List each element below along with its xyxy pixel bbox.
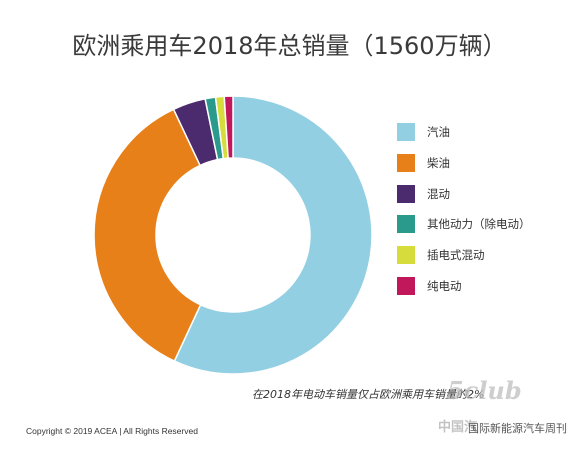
- legend-item: 柴油: [397, 153, 531, 173]
- legend-label: 插电式混动: [427, 248, 485, 263]
- legend-label: 汽油: [427, 125, 450, 139]
- donut-slice-1: [93, 108, 202, 363]
- donut-slice-0: [173, 95, 373, 375]
- legend-item: 插电式混动: [397, 245, 531, 265]
- legend-item: 混动: [397, 184, 531, 204]
- legend-swatch: [397, 246, 415, 265]
- legend-label: 混动: [427, 186, 450, 201]
- legend-label: 纯电动: [427, 278, 462, 293]
- copyright-text: Copyright © 2019 ACEA | All Rights Reser…: [26, 426, 198, 436]
- legend-swatch: [397, 184, 415, 203]
- watermark-site: 中国汽: [438, 420, 478, 435]
- chart-title: 欧洲乘用车2018年总销量（1560万辆）: [72, 32, 507, 60]
- watermark-logo: 5club: [447, 376, 522, 405]
- legend-swatch: [397, 215, 415, 234]
- legend-swatch: [397, 123, 415, 141]
- donut-slice-5: [223, 95, 234, 159]
- legend-swatch: [397, 276, 415, 295]
- legend-label: 柴油: [427, 155, 450, 170]
- legend-item: 汽油: [397, 122, 531, 142]
- legend-item: 纯电动: [397, 276, 531, 296]
- chart-legend: 汽油柴油混动其他动力（除电动） 插电式混动纯电动: [397, 122, 531, 307]
- chart-note: 在2018年电动车销量仅占欧洲乘用车销量的2%: [252, 388, 485, 401]
- legend-item: 其他动力（除电动）: [397, 214, 531, 234]
- legend-label: 其他动力（除电动）: [427, 217, 531, 232]
- watermark-tag: 国际新能源汽车周刊: [468, 422, 567, 435]
- legend-swatch: [397, 153, 415, 172]
